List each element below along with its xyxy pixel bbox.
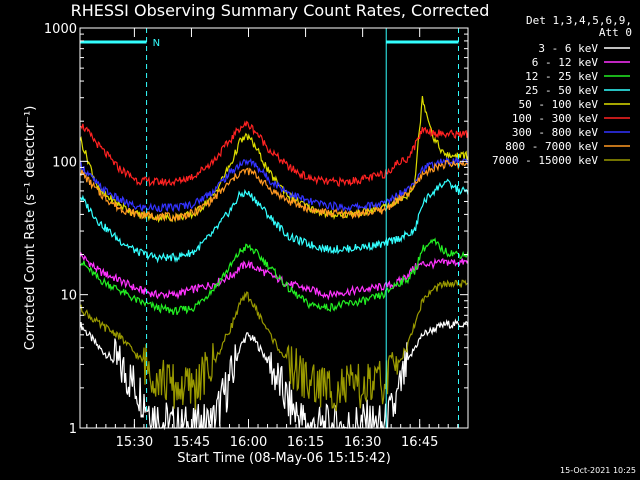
x-tick-label: 16:30 — [344, 435, 381, 450]
y-tick-label: 1 — [69, 422, 77, 437]
y-tick-label: 1000 — [44, 22, 77, 37]
legend-entry-label: 25 - 50 keV — [525, 84, 598, 97]
legend-entry-label: 6 - 12 keV — [532, 56, 599, 69]
legend-entry-label: 50 - 100 keV — [519, 98, 599, 111]
timestamp: 15-Oct-2021 10:25 — [560, 466, 636, 475]
y-axis-label: Corrected Count Rate (s⁻¹ detector⁻¹) — [23, 106, 38, 351]
legend-entry-label: 3 - 6 keV — [538, 42, 598, 55]
chart-title: RHESSI Observing Summary Count Rates, Co… — [71, 1, 490, 20]
series-line-5 — [79, 120, 469, 187]
x-tick-label: 16:45 — [401, 435, 438, 450]
series-line-8 — [79, 279, 469, 412]
y-tick-label: 100 — [52, 155, 77, 170]
series-layer — [79, 96, 469, 431]
legend-entry-label: 12 - 25 keV — [525, 70, 598, 83]
night-label: N — [153, 38, 160, 49]
x-tick-label: 15:45 — [173, 435, 210, 450]
x-tick-label: 16:00 — [230, 435, 267, 450]
series-line-3 — [79, 178, 469, 264]
series-line-7 — [79, 159, 469, 222]
series-line-0 — [79, 318, 469, 431]
y-axis: 1 10 100 1000 — [44, 22, 468, 437]
x-axis: 15:30 15:45 16:00 16:15 16:30 16:45 — [86, 28, 459, 450]
legend-entry-label: 300 - 800 keV — [512, 126, 598, 139]
legend-header-line: Det 1,3,4,5,6,9, — [526, 14, 632, 27]
legend-entry-label: 100 - 300 keV — [512, 112, 598, 125]
legend-entry-label: 7000 - 15000 keV — [492, 154, 598, 167]
y-tick-label: 10 — [60, 289, 77, 304]
x-tick-label: 15:30 — [116, 435, 153, 450]
legend-header-line: Att 0 — [599, 26, 632, 39]
series-line-6 — [79, 157, 469, 213]
plot-frame — [79, 27, 469, 429]
x-tick-label: 16:15 — [287, 435, 324, 450]
legend-entry-label: 800 - 7000 keV — [505, 140, 598, 153]
series-line-2 — [79, 237, 469, 316]
plot-area: N 1 10 100 1000 15:30 15:45 16:00 16:15 16:30 16… — [44, 22, 469, 450]
x-axis-label: Start Time (08-May-06 15:15:42) — [177, 451, 391, 466]
